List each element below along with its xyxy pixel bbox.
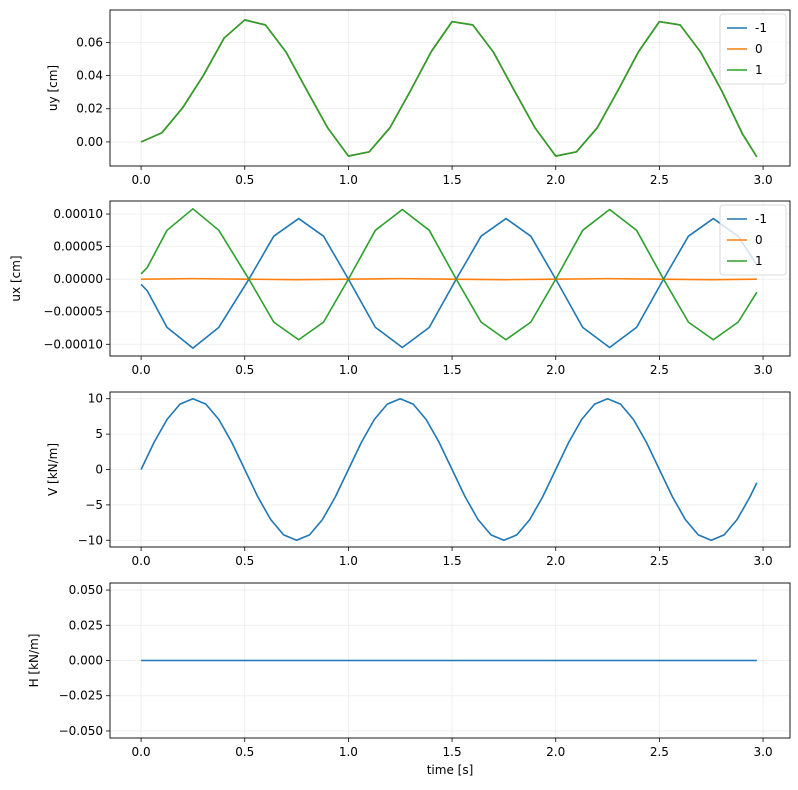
x-tick-label: 1.0 xyxy=(339,745,358,759)
legend-label-0: 0 xyxy=(755,233,763,247)
x-tick-label: 0.5 xyxy=(235,745,254,759)
legend-label--1: -1 xyxy=(755,21,767,35)
y-tick-label: 0.025 xyxy=(69,618,103,632)
y-tick-label: −0.025 xyxy=(59,689,103,703)
y-axis-label: H [kN/m] xyxy=(27,634,41,688)
y-tick-label: 10 xyxy=(88,392,103,406)
y-tick-label: 0.00010 xyxy=(53,207,103,221)
legend-box xyxy=(719,204,787,276)
x-tick-label: 0.5 xyxy=(235,173,254,187)
y-tick-label: 0.02 xyxy=(76,102,103,116)
y-axis-label: ux [cm] xyxy=(9,255,23,301)
x-tick-label: 3.0 xyxy=(754,173,773,187)
x-tick-label: 0.5 xyxy=(235,363,254,377)
legend-box xyxy=(719,13,787,85)
x-tick-label: 0.0 xyxy=(132,745,151,759)
y-tick-label: 0.00005 xyxy=(53,240,103,254)
y-tick-label: −5 xyxy=(85,498,103,512)
y-tick-label: −0.050 xyxy=(59,724,103,738)
subplot-1: 0.0 0.5 1.0 1.5 2.0 2.5 3.0 −0.00010 −0.00005 0.0… xyxy=(9,200,791,377)
y-tick-label: −0.00005 xyxy=(43,305,103,319)
legend: -1 0 1 xyxy=(719,204,787,276)
y-tick-label: 5 xyxy=(95,427,103,441)
series-line-1 xyxy=(140,19,758,158)
legend-label-1: 1 xyxy=(755,254,763,268)
y-tick-label: −0.00010 xyxy=(43,337,103,351)
x-tick-label: 2.5 xyxy=(650,745,669,759)
x-tick-label: 1.5 xyxy=(443,173,462,187)
x-tick-label: 2.0 xyxy=(546,554,565,568)
y-axis-label: V [kN/m] xyxy=(46,443,60,496)
x-tick-label: 2.0 xyxy=(546,363,565,377)
x-tick-label: 0.0 xyxy=(132,554,151,568)
series-line--1 xyxy=(140,217,758,349)
x-axis-label: time [s] xyxy=(427,763,474,777)
x-tick-label: 0.0 xyxy=(132,363,151,377)
x-tick-label: 2.0 xyxy=(546,173,565,187)
y-tick-label: 0.06 xyxy=(76,35,103,49)
x-tick-label: 2.0 xyxy=(546,745,565,759)
series-line-1 xyxy=(140,208,758,341)
x-tick-label: 1.5 xyxy=(443,554,462,568)
series-line-0 xyxy=(140,19,758,158)
y-tick-label: 0.04 xyxy=(76,69,103,83)
x-tick-label: 2.5 xyxy=(650,554,669,568)
x-tick-label: 1.5 xyxy=(443,745,462,759)
x-tick-label: 1.0 xyxy=(339,554,358,568)
y-tick-label: 0.00 xyxy=(76,135,103,149)
x-tick-label: 2.5 xyxy=(650,363,669,377)
x-tick-label: 1.0 xyxy=(339,363,358,377)
x-tick-label: 3.0 xyxy=(754,745,773,759)
axes-frame xyxy=(109,200,791,357)
legend-label-1: 1 xyxy=(755,63,763,77)
y-tick-label: 0.000 xyxy=(69,654,103,668)
series-line--1 xyxy=(140,19,758,158)
subplot-3: 0.0 0.5 1.0 1.5 2.0 2.5 3.0 −0.050 −0.025 0.000 0.… xyxy=(27,582,791,777)
subplot-2: 0.0 0.5 1.0 1.5 2.0 2.5 3.0 −10 −5 0 5 10 V [kN/m] xyxy=(46,391,791,568)
x-tick-label: 1.0 xyxy=(339,173,358,187)
x-tick-label: 3.0 xyxy=(754,554,773,568)
legend: -1 0 1 xyxy=(719,13,787,85)
x-tick-label: 0.5 xyxy=(235,554,254,568)
axes-frame xyxy=(109,9,791,167)
x-tick-label: 0.0 xyxy=(132,173,151,187)
x-tick-label: 3.0 xyxy=(754,363,773,377)
legend-label--1: -1 xyxy=(755,212,767,226)
y-tick-label: −10 xyxy=(78,533,103,547)
x-tick-label: 2.5 xyxy=(650,173,669,187)
series-line-0 xyxy=(141,277,757,281)
legend-label-0: 0 xyxy=(755,42,763,56)
subplot-0: 0.0 0.5 1.0 1.5 2.0 2.5 3.0 0.00 0.02 0.04 0.06 uy … xyxy=(46,9,791,187)
y-tick-label: 0.050 xyxy=(69,583,103,597)
y-tick-label: 0.00000 xyxy=(53,272,103,286)
y-tick-label: 0 xyxy=(95,463,103,477)
y-axis-label: uy [cm] xyxy=(46,65,60,111)
series-line-0 xyxy=(140,397,758,542)
x-tick-label: 1.5 xyxy=(443,363,462,377)
